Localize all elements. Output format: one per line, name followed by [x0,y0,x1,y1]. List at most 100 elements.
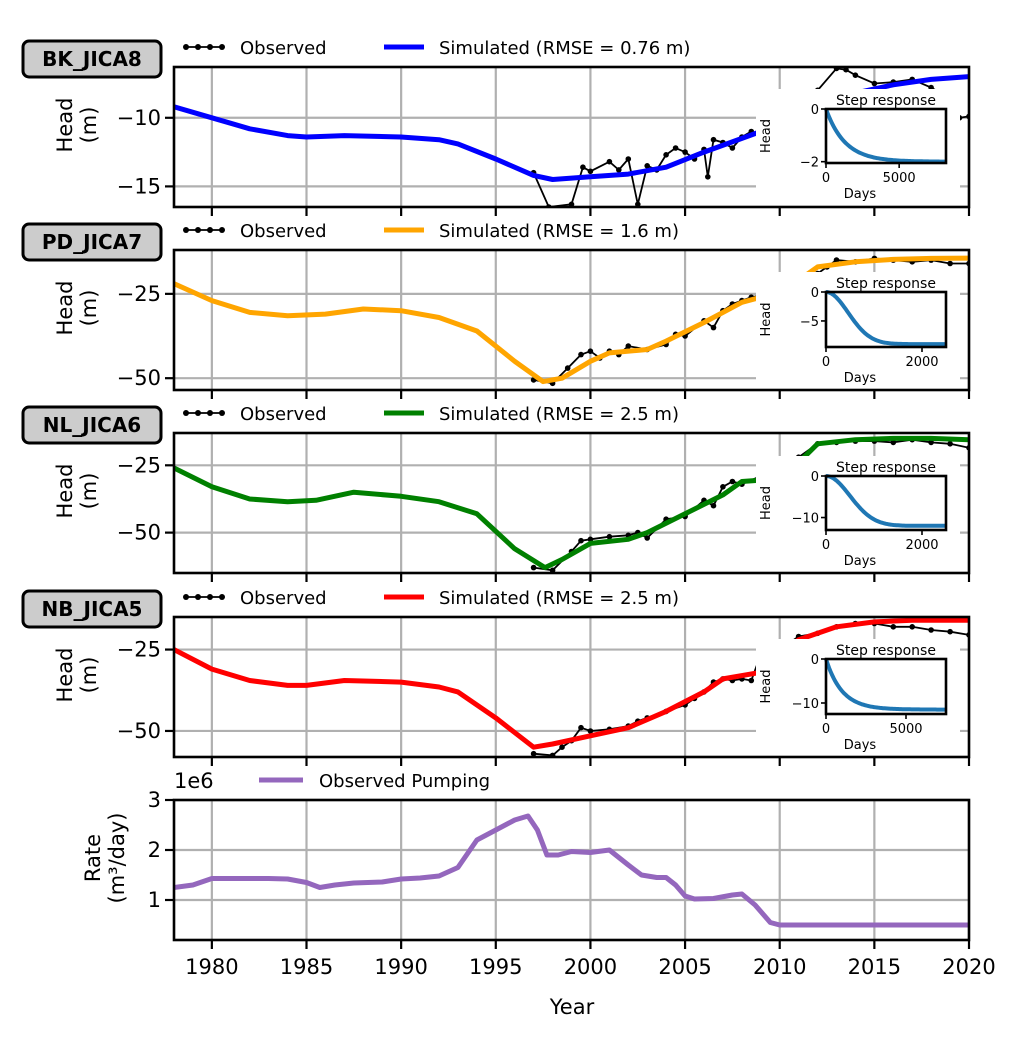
inset-y-label: Head [759,119,774,153]
observed-point [871,80,878,87]
observed-point [530,564,537,571]
observed-point [890,624,897,630]
data-layer [174,813,969,928]
well-name-label: BK_JICA8 [42,47,142,71]
legend-observed-label: Observed [240,38,327,59]
observed-point [616,167,622,173]
axes-frame [172,65,971,209]
well-name-badge: NL_JICA6 [21,405,163,445]
inset-title: Step response [836,643,936,659]
legend-simulated-label: Simulated (RMSE = 0.76 m) [439,38,690,59]
well-name-box [21,589,163,629]
y-tick-label: −10 [117,106,161,130]
legend-observed-label: Observed [240,588,327,609]
x-tick-label: 1995 [469,955,522,979]
observed-point [710,136,717,143]
x-axis-label: Year [549,995,595,1019]
observed-point [720,484,726,490]
inset-x-tick-label: 0 [822,538,830,553]
observed-point [549,567,556,573]
observed-point [729,145,736,151]
inset-x-tick-label: 0 [822,171,830,186]
legend-observed-label: Observed [240,404,327,425]
observed-point [663,152,669,158]
axes-frame [172,431,971,575]
inset-x-tick-label: 0 [822,722,830,737]
y-axis-label-line: Head [53,281,77,336]
well-name-badge: BK_JICA8 [21,39,163,79]
y-axis-label-line: (m³/day) [105,813,129,904]
inset-y-tick-label: 0 [811,653,819,668]
legend-pumping-label: Observed Pumping [319,771,490,792]
observed-point [672,145,679,151]
legend-simulated-label: Simulated (RMSE = 2.5 m) [439,588,679,609]
legend-observed-marker [183,594,189,600]
inset-y-tick-label: −5 [800,315,819,330]
y-tick-label: 3 [148,788,161,812]
legend-observed-marker [219,44,225,50]
observed-point [710,502,717,509]
observed-point [947,628,953,635]
x-tick-label: 1985 [280,955,333,979]
observed-point [947,260,953,267]
observed-point [928,627,934,633]
simulated-series-line [174,617,969,750]
observed-point [843,67,849,73]
observed-point [587,728,594,734]
legend-observed-marker [207,594,213,600]
step-response-curve [825,474,946,528]
well-name-badge: NB_JICA5 [21,589,163,629]
legend: Observed Simulated (RMSE = 1.6 m) [183,221,679,242]
x-tick-label: 2010 [753,955,806,979]
inset-title: Step response [836,276,936,292]
y-tick-label: −25 [117,453,161,477]
x-tick-label: 2005 [658,955,711,979]
y-axis-label-line: Rate [81,834,105,882]
legend-observed-marker [183,410,189,416]
y-axis-label: Head(m) [53,464,101,519]
observed-point [578,724,584,731]
well-name-badge: PD_JICA7 [21,222,163,262]
y-tick-label: −50 [117,521,161,545]
observed-point [568,201,575,207]
observed-point [587,168,594,175]
y-tick-label: −25 [117,638,161,662]
y-tick-label: −50 [117,366,161,390]
observed-point [644,535,650,541]
legend-simulated-label: Simulated (RMSE = 1.6 m) [439,221,679,242]
axes-frame [172,248,971,392]
legend-observed-marker [195,594,201,600]
legend-observed-marker [195,44,201,50]
legend-observed-marker [195,227,201,233]
well-name-box [21,222,163,262]
well-name-label: PD_JICA7 [42,230,142,254]
inset-frame [824,657,948,716]
observed-point [606,158,613,165]
legend: Observed Simulated (RMSE = 2.5 m) [183,404,679,425]
well-name-label: NL_JICA6 [43,413,141,437]
observed-point [635,201,641,207]
inset-title: Step response [836,460,936,476]
inset-frame [824,290,948,349]
axes-frame [172,615,971,759]
y-axis-label-line: (m) [77,473,101,510]
legend-observed-marker [207,44,213,50]
observed-point [928,439,934,446]
observed-point [729,478,736,485]
legend-observed-marker [195,410,201,416]
step-response-curve [824,108,946,164]
x-tick-label: 1980 [185,955,238,979]
y-axis-label-line: (m) [77,657,101,694]
inset-y-tick-label: 0 [811,286,819,301]
x-tick-label: 1990 [374,955,427,979]
observed-point [928,84,934,91]
inset-y-tick-label: −10 [792,512,819,527]
observed-point [833,257,840,263]
legend-observed-marker [219,410,225,416]
observed-point [530,750,537,757]
